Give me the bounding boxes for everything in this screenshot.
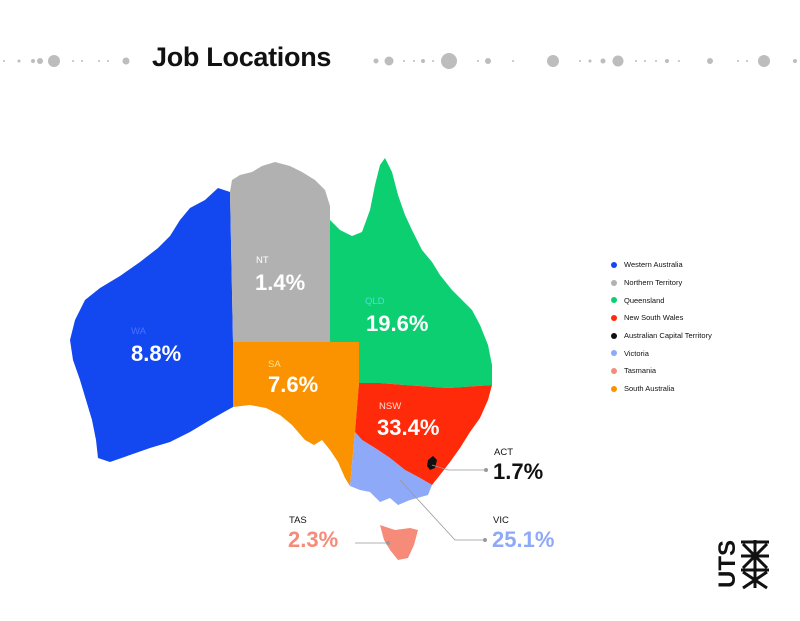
label-tas-value: 2.3% — [288, 527, 338, 552]
legend-item: Queensland — [611, 291, 712, 309]
legend-item: Tasmania — [611, 362, 712, 380]
legend-item: South Australia — [611, 380, 712, 398]
legend-item: Australian Capital Territory — [611, 327, 712, 345]
label-vic-abbr: VIC — [493, 515, 509, 526]
legend-swatch — [611, 314, 617, 321]
region-qld — [330, 158, 492, 388]
chart-title: Job Locations — [152, 42, 332, 72]
legend-label: Northern Territory — [624, 278, 683, 288]
label-nsw-abbr: NSW — [379, 401, 401, 412]
label-qld-value: 19.6% — [366, 311, 428, 336]
label-act-abbr: ACT — [494, 447, 513, 458]
region-nsw — [355, 383, 492, 485]
legend: Western Australia Northern Territory Queen… — [611, 256, 712, 398]
legend-swatch — [611, 279, 617, 286]
uts-logo: UTS — [714, 540, 769, 590]
label-nt-value: 1.4% — [255, 270, 305, 295]
label-nsw-value: 33.4% — [377, 415, 439, 440]
legend-swatch — [611, 297, 617, 304]
region-sa — [233, 342, 359, 486]
label-qld-abbr: QLD — [365, 296, 385, 307]
label-tas-abbr: TAS — [289, 515, 307, 526]
label-wa-value: 8.8% — [131, 341, 181, 366]
legend-swatch — [611, 367, 617, 374]
legend-label: Tasmania — [624, 366, 657, 376]
decorative-dot-line — [3, 53, 797, 69]
legend-label: Queensland — [624, 295, 665, 305]
legend-label: Australian Capital Territory — [624, 331, 712, 341]
label-wa-abbr: WA — [131, 326, 147, 337]
region-nt — [230, 162, 330, 342]
legend-swatch — [611, 261, 617, 268]
legend-item: Western Australia — [611, 256, 712, 274]
legend-label: New South Wales — [624, 313, 684, 323]
label-nt-abbr: NT — [256, 255, 269, 266]
label-act-value: 1.7% — [493, 459, 543, 484]
legend-swatch — [611, 332, 617, 339]
leader-act — [431, 464, 486, 471]
region-wa — [70, 188, 233, 462]
leader-dot-act — [484, 468, 488, 472]
legend-swatch — [611, 350, 617, 357]
uts-logo-text: UTS — [714, 540, 741, 588]
label-vic-value: 25.1% — [492, 527, 554, 552]
legend-item: Northern Territory — [611, 274, 712, 292]
legend-label: South Australia — [624, 384, 675, 394]
legend-label: Victoria — [624, 348, 649, 358]
legend-item: Victoria — [611, 344, 712, 362]
region-tas — [380, 525, 418, 560]
legend-label: Western Australia — [624, 260, 683, 270]
leader-dot-tas — [386, 541, 390, 545]
label-sa-value: 7.6% — [268, 372, 318, 397]
leader-dot-vic — [483, 538, 487, 542]
legend-swatch — [611, 385, 617, 392]
region-vic — [350, 432, 432, 505]
label-sa-abbr: SA — [268, 359, 281, 370]
region-act — [427, 456, 437, 470]
legend-item: New South Wales — [611, 309, 712, 327]
leader-vic — [399, 479, 485, 541]
